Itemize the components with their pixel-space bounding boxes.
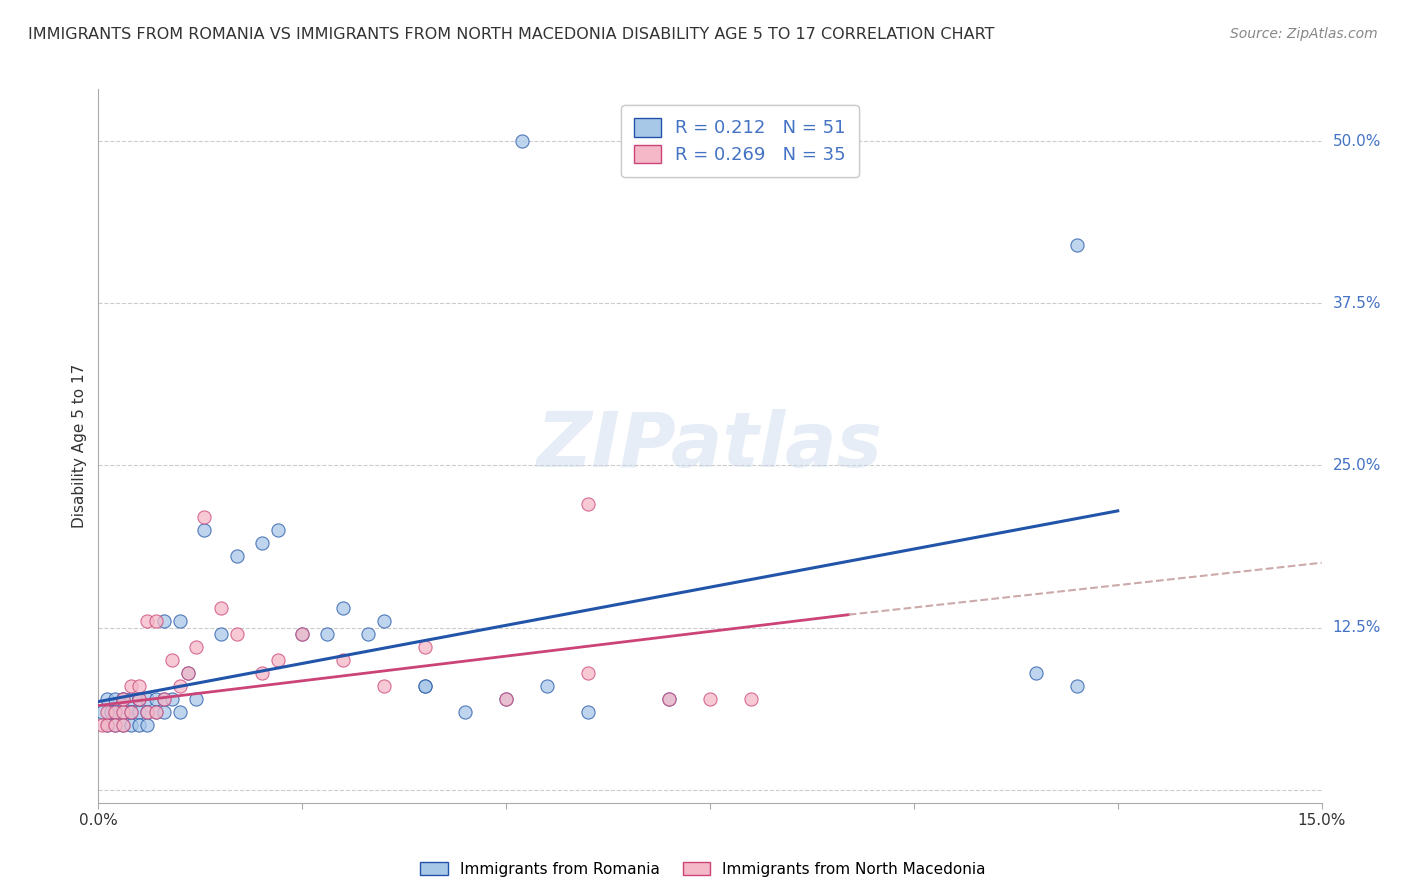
Point: [209, 627, 232, 641]
Point: [104, 718, 127, 732]
Point: [169, 614, 191, 628]
Point: [111, 692, 134, 706]
Point: [111, 705, 134, 719]
Point: [152, 692, 174, 706]
Point: [145, 692, 167, 706]
Point: [120, 705, 142, 719]
Point: [332, 601, 354, 615]
Point: [128, 692, 150, 706]
Point: [576, 666, 599, 681]
Text: IMMIGRANTS FROM ROMANIA VS IMMIGRANTS FROM NORTH MACEDONIA DISABILITY AGE 5 TO 1: IMMIGRANTS FROM ROMANIA VS IMMIGRANTS FR…: [28, 27, 994, 42]
Point: [136, 705, 159, 719]
Point: [373, 614, 395, 628]
Point: [315, 627, 337, 641]
Point: [1025, 666, 1047, 681]
Point: [740, 692, 762, 706]
Point: [291, 627, 314, 641]
Point: [226, 549, 249, 564]
Point: [152, 705, 174, 719]
Text: ZIPatlas: ZIPatlas: [537, 409, 883, 483]
Point: [177, 666, 200, 681]
Point: [136, 614, 159, 628]
Text: 37.5%: 37.5%: [1333, 296, 1381, 310]
Point: [373, 679, 395, 693]
Point: [576, 497, 599, 511]
Point: [152, 614, 174, 628]
Point: [658, 692, 681, 706]
Point: [128, 692, 150, 706]
Point: [209, 601, 232, 615]
Point: [136, 718, 159, 732]
Point: [104, 718, 127, 732]
Point: [495, 692, 517, 706]
Text: 25.0%: 25.0%: [1333, 458, 1381, 473]
Point: [120, 705, 142, 719]
Point: [96, 705, 118, 719]
Point: [1066, 679, 1088, 693]
Text: 50.0%: 50.0%: [1333, 134, 1381, 149]
Point: [104, 705, 127, 719]
Point: [120, 718, 142, 732]
Point: [169, 705, 191, 719]
Point: [454, 705, 477, 719]
Legend: R = 0.212   N = 51, R = 0.269   N = 35: R = 0.212 N = 51, R = 0.269 N = 35: [621, 105, 859, 177]
Point: [356, 627, 378, 641]
Point: [699, 692, 721, 706]
Point: [291, 627, 314, 641]
Y-axis label: Disability Age 5 to 17: Disability Age 5 to 17: [72, 364, 87, 528]
Point: [145, 614, 167, 628]
Point: [136, 705, 159, 719]
Text: Source: ZipAtlas.com: Source: ZipAtlas.com: [1230, 27, 1378, 41]
Point: [250, 666, 273, 681]
Point: [536, 679, 558, 693]
Point: [128, 718, 150, 732]
Point: [111, 718, 134, 732]
Point: [267, 524, 290, 538]
Point: [186, 692, 208, 706]
Point: [100, 705, 122, 719]
Point: [332, 653, 354, 667]
Point: [186, 640, 208, 654]
Point: [160, 653, 183, 667]
Point: [120, 692, 142, 706]
Point: [152, 692, 174, 706]
Point: [111, 705, 134, 719]
Point: [512, 134, 534, 148]
Point: [128, 692, 150, 706]
Point: [413, 679, 436, 693]
Point: [193, 524, 215, 538]
Point: [413, 679, 436, 693]
Point: [495, 692, 517, 706]
Point: [91, 705, 114, 719]
Point: [658, 692, 681, 706]
Point: [177, 666, 200, 681]
Point: [111, 692, 134, 706]
Point: [96, 692, 118, 706]
Point: [145, 705, 167, 719]
Point: [413, 640, 436, 654]
Point: [120, 705, 142, 719]
Legend: Immigrants from Romania, Immigrants from North Macedonia: Immigrants from Romania, Immigrants from…: [412, 854, 994, 884]
Point: [96, 718, 118, 732]
Point: [226, 627, 249, 641]
Point: [136, 692, 159, 706]
Point: [193, 510, 215, 524]
Point: [169, 679, 191, 693]
Point: [120, 679, 142, 693]
Text: 12.5%: 12.5%: [1333, 620, 1381, 635]
Point: [160, 692, 183, 706]
Point: [111, 718, 134, 732]
Point: [104, 705, 127, 719]
Point: [111, 692, 134, 706]
Point: [104, 692, 127, 706]
Point: [96, 718, 118, 732]
Point: [91, 718, 114, 732]
Point: [145, 705, 167, 719]
Point: [250, 536, 273, 550]
Point: [267, 653, 290, 667]
Point: [128, 679, 150, 693]
Point: [1066, 238, 1088, 252]
Point: [576, 705, 599, 719]
Point: [128, 705, 150, 719]
